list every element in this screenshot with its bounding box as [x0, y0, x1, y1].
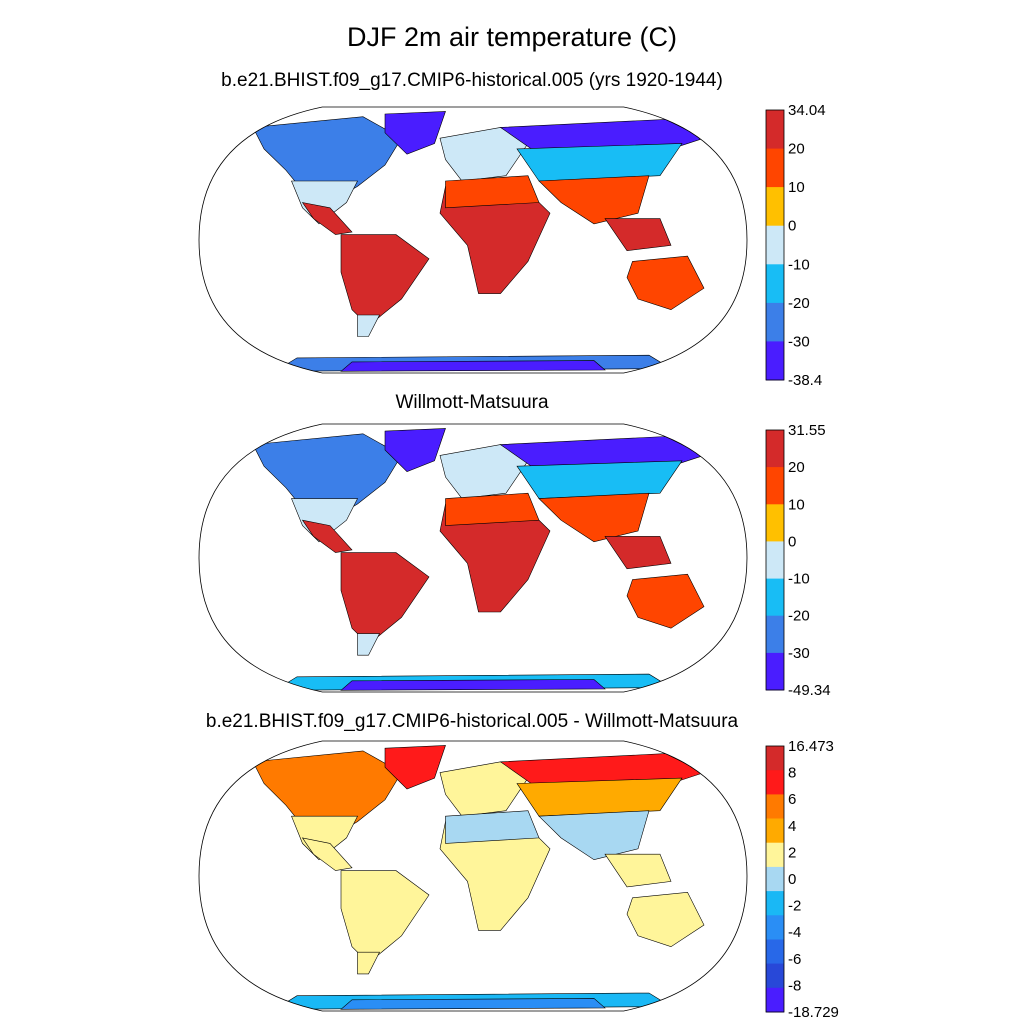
- colorbar-border: [765, 109, 785, 381]
- colorbar-swatch: [766, 891, 784, 916]
- south-america-tip-shape: [357, 951, 380, 975]
- south-america-tip-shape: [357, 314, 380, 337]
- colorbar-swatch: [766, 110, 784, 150]
- antarctica-interior-shape: [340, 998, 606, 1010]
- south-america-shape: [340, 870, 430, 964]
- colorbar-tick-label: 4: [788, 818, 796, 835]
- colorbar-tick-label: -4: [788, 924, 801, 941]
- colorbar-swatch: [766, 987, 784, 1013]
- asia-south-shape: [538, 175, 650, 225]
- asia-south-shape: [538, 810, 650, 861]
- colorbar-3: 16.473 8 6 4 2 0 -2 -4 -6 -8 -18.729: [765, 738, 839, 1021]
- colorbar-tick-label: 0: [788, 533, 796, 550]
- southeast-asia-shape: [604, 853, 672, 888]
- colorbar-swatch: [766, 615, 784, 654]
- colorbar-tick-label: 6: [788, 791, 796, 808]
- north-africa-shape: [445, 175, 540, 209]
- colorbar-swatch: [766, 187, 784, 227]
- central-america-shape: [301, 837, 353, 871]
- colorbar-swatch: [766, 818, 784, 844]
- colorbar-tick-label: -6: [788, 951, 801, 968]
- map-panel-2: [198, 423, 748, 693]
- colorbar-tick-label: -18.729: [788, 1004, 839, 1021]
- southeast-asia-shape: [604, 218, 672, 252]
- colorbar-swatch: [766, 264, 784, 304]
- asia-mid-shape: [516, 460, 683, 499]
- asia-south-shape: [538, 492, 650, 543]
- colorbar-tick-label: 34.04: [788, 102, 826, 119]
- panel-3-title: b.e21.BHIST.f09_g17.CMIP6-historical.005…: [205, 711, 739, 732]
- south-america-shape: [340, 552, 430, 645]
- colorbar-swatch: [766, 842, 784, 868]
- main-title: DJF 2m air temperature (C): [346, 22, 678, 52]
- colorbar-tick-label: -38.4: [788, 372, 822, 389]
- colorbar-swatch: [766, 770, 784, 795]
- north-africa-shape: [445, 492, 540, 526]
- panel-1-title: b.e21.BHIST.f09_g17.CMIP6-historical.005…: [221, 70, 723, 91]
- greenland-shape: [384, 428, 446, 472]
- map-panel-1: [198, 106, 748, 374]
- north-africa-shape: [445, 810, 540, 844]
- colorbar-tick-label: 0: [788, 871, 796, 888]
- colorbar-swatch: [766, 963, 784, 989]
- colorbar-tick-label: -30: [788, 333, 810, 350]
- colorbar-swatch: [766, 302, 784, 342]
- colorbar-tick-label: 10: [788, 179, 805, 196]
- colorbar-swatch: [766, 148, 784, 188]
- colorbar-tick-label: 0: [788, 218, 796, 235]
- colorbar-tick-label: 31.55: [788, 422, 826, 439]
- south-america-shape: [340, 234, 430, 327]
- map-boundary: [198, 106, 748, 374]
- colorbar-tick-label: -2: [788, 898, 801, 915]
- map-boundary: [198, 740, 748, 1012]
- colorbar-swatch: [766, 467, 784, 505]
- colorbar-tick-label: -30: [788, 645, 810, 662]
- australia-shape: [626, 891, 705, 948]
- colorbar-border: [765, 429, 785, 691]
- colorbar-tick-label: 10: [788, 496, 805, 513]
- colorbar-swatch: [766, 504, 784, 542]
- central-america-shape: [301, 519, 353, 553]
- colorbar-swatch: [766, 866, 784, 892]
- colorbar-swatch: [766, 578, 784, 617]
- antarctica-interior-shape: [340, 360, 606, 372]
- colorbar-tick-label: -20: [788, 608, 810, 625]
- colorbar-tick-label: 20: [788, 141, 805, 158]
- colorbar-1: 34.04 20 10 0 -10 -20 -30 -38.4: [765, 102, 826, 389]
- colorbar-swatch: [766, 746, 784, 771]
- panel-2-title: Willmott-Matsuura: [395, 392, 549, 413]
- colorbar-tick-label: 16.473: [788, 738, 834, 755]
- colorbar-tick-label: -10: [788, 571, 810, 588]
- colorbar-swatch: [766, 915, 784, 940]
- colorbar-tick-label: 2: [788, 844, 796, 861]
- colorbar-tick-label: -20: [788, 295, 810, 312]
- colorbar-swatch: [766, 225, 784, 265]
- colorbar-tick-label: -49.34: [788, 682, 831, 699]
- colorbar-tick-label: 8: [788, 765, 796, 782]
- colorbar-swatch: [766, 939, 784, 965]
- asia-mid-shape: [516, 143, 683, 182]
- greenland-shape: [384, 745, 446, 790]
- colorbar-swatch: [766, 794, 784, 820]
- colorbar-2: 31.55 20 10 0 -10 -20 -30 -49.34: [765, 422, 831, 699]
- colorbar-swatch: [766, 541, 784, 579]
- map-boundary: [198, 423, 748, 693]
- colorbar-border: [765, 745, 785, 1013]
- antarctica-interior-shape: [340, 679, 606, 691]
- colorbar-tick-label: 20: [788, 459, 805, 476]
- central-america-shape: [301, 202, 353, 235]
- colorbar-swatch: [766, 430, 784, 468]
- colorbar-tick-label: -10: [788, 256, 810, 273]
- colorbar-swatch: [766, 652, 784, 691]
- australia-shape: [626, 255, 705, 311]
- australia-shape: [626, 573, 705, 629]
- colorbar-swatch: [766, 341, 784, 381]
- map-panel-3: [198, 740, 748, 1012]
- south-america-tip-shape: [357, 633, 380, 656]
- asia-mid-shape: [516, 777, 683, 817]
- colorbar-tick-label: -8: [788, 977, 801, 994]
- southeast-asia-shape: [604, 536, 672, 570]
- greenland-shape: [384, 111, 446, 155]
